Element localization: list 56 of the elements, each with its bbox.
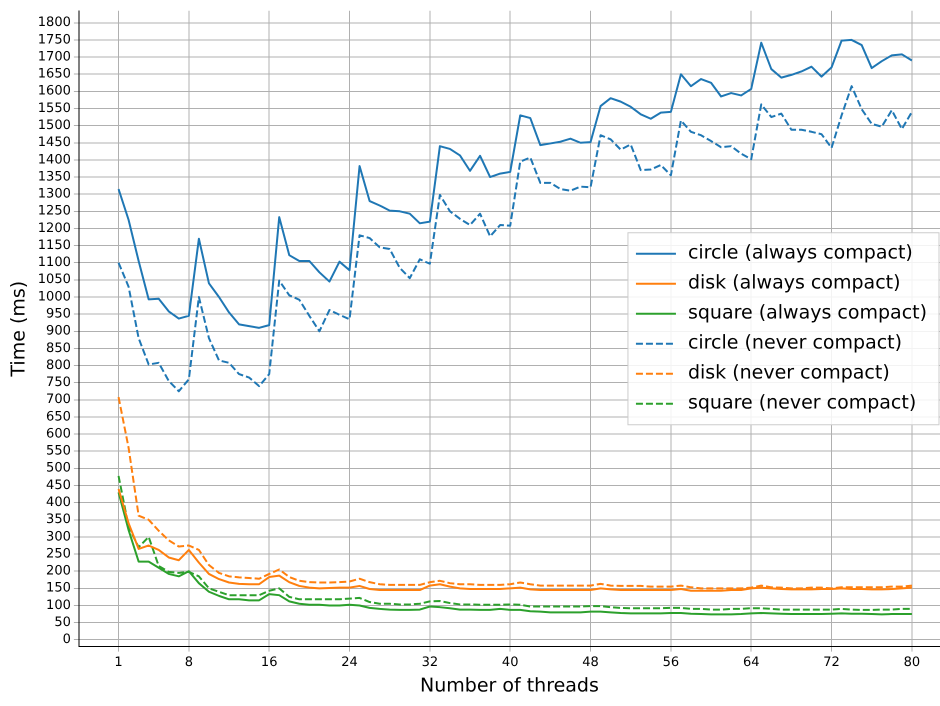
y-tick-label: 1600 [38, 84, 71, 99]
y-tick-label: 550 [46, 444, 71, 459]
y-tick-label: 350 [46, 512, 71, 528]
x-tick-label: 64 [742, 654, 760, 670]
y-tick-label: 300 [46, 529, 71, 544]
y-tick-label: 1100 [38, 255, 71, 270]
y-tick-label: 450 [46, 478, 71, 493]
y-tick-label: 800 [46, 358, 71, 373]
legend-label: disk (never compact) [688, 362, 890, 384]
y-tick-label: 1000 [38, 289, 71, 304]
y-tick-label: 1450 [38, 135, 71, 150]
x-tick-label: 32 [422, 654, 438, 670]
y-tick-label: 400 [46, 495, 71, 510]
y-tick-label: 500 [46, 460, 71, 476]
y-tick-label: 950 [46, 306, 71, 322]
y-tick-label: 100 [46, 598, 71, 613]
legend-label: square (never compact) [688, 392, 916, 414]
y-tick-label: 1050 [38, 272, 71, 288]
x-tick-label: 80 [904, 654, 920, 670]
y-axis-title: Time (ms) [7, 280, 30, 378]
y-tick-label: 1650 [38, 66, 71, 82]
x-tick-label: 1 [114, 654, 123, 670]
x-tick-label: 16 [260, 654, 278, 670]
y-tick-label: 1700 [38, 49, 71, 64]
y-tick-label: 650 [46, 409, 71, 424]
y-tick-label: 1300 [38, 186, 71, 202]
y-tick-label: 900 [46, 324, 71, 339]
y-tick-label: 1750 [38, 32, 71, 48]
y-tick-label: 200 [46, 564, 71, 579]
y-tick-label: 1250 [38, 204, 71, 219]
x-tick-label: 56 [662, 654, 680, 670]
y-tick-label: 1500 [38, 118, 71, 133]
legend-label: square (always compact) [688, 302, 928, 324]
y-tick-label: 750 [46, 375, 71, 390]
x-tick-label: 48 [582, 654, 599, 670]
y-tick-label: 0 [62, 632, 71, 648]
y-tick-label: 150 [46, 580, 71, 596]
y-tick-label: 1800 [38, 15, 71, 30]
legend-label: circle (always compact) [688, 242, 913, 264]
x-tick-label: 40 [502, 654, 518, 670]
y-tick-label: 1350 [38, 169, 71, 184]
x-tick-label: 8 [184, 654, 193, 670]
y-tick-label: 850 [46, 340, 71, 356]
x-tick-label: 72 [823, 654, 840, 670]
y-tick-label: 600 [46, 426, 71, 442]
y-tick-label: 1200 [38, 220, 71, 236]
y-tick-label: 1150 [38, 238, 71, 253]
x-tick-label: 24 [341, 654, 358, 670]
y-tick-label: 50 [54, 614, 71, 630]
y-tick-label: 1400 [38, 152, 71, 168]
y-tick-label: 700 [46, 392, 71, 408]
x-axis-title: Number of threads [420, 674, 599, 697]
legend-label: disk (always compact) [688, 272, 901, 294]
y-tick-label: 1550 [38, 100, 71, 116]
legend-label: circle (never compact) [688, 332, 902, 354]
y-tick-label: 250 [46, 546, 71, 562]
